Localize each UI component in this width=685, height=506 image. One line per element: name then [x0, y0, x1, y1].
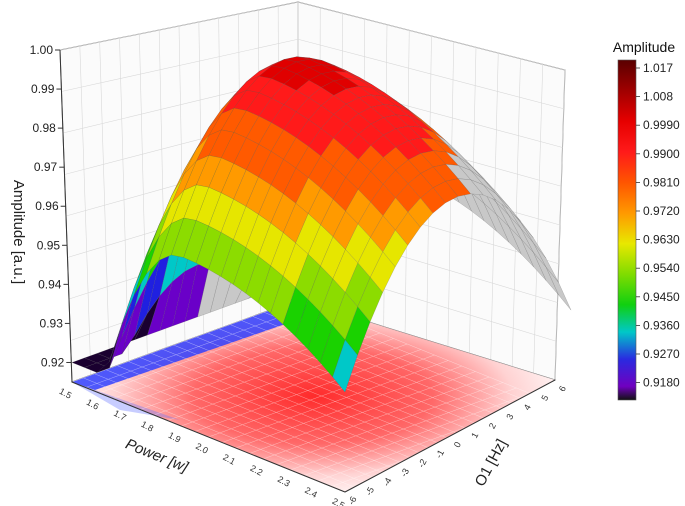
colorbar: Amplitude 1.017 1.008 0.9990 0.9900 0.9810 0.…	[613, 39, 680, 401]
axes	[59, 49, 556, 493]
x-tick-label: 2.2	[249, 463, 265, 478]
colorbar-label: 1.008	[643, 90, 673, 104]
y-tick-label: 1	[469, 431, 480, 440]
z-tick-label: 1.00	[30, 43, 54, 57]
floor-grid	[71, 299, 572, 493]
y-tick-label: -3	[399, 467, 412, 479]
x-tick-label: 1.9	[167, 430, 183, 445]
x-tick-label: 1.8	[139, 419, 155, 434]
x-tick-label: 2.0	[194, 441, 210, 456]
colorbar-label: 0.9810	[643, 175, 680, 189]
z-tick-label: 0.92	[41, 355, 65, 369]
y-tick-label: -2	[416, 457, 429, 469]
x-tick-label: 2.3	[276, 474, 292, 489]
colorbar-label: 0.9990	[643, 118, 680, 132]
y-axis-title: O1 [Hz]	[472, 436, 511, 489]
colorbar-title: Amplitude	[613, 39, 675, 55]
y-tick-label: -1	[434, 448, 447, 460]
colorbar-labels: 1.017 1.008 0.9990 0.9900 0.9810 0.9720 0.9630…	[636, 61, 680, 390]
z-tick-label: 0.97	[34, 160, 58, 174]
colorbar-label: 0.9720	[643, 204, 680, 218]
x-tick-label: 1.6	[85, 397, 101, 412]
z-tick-label: 0.94	[38, 277, 62, 291]
y-tick-label: 4	[522, 403, 533, 412]
y-tick-label: -6	[346, 495, 359, 506]
x-tick-label: 2.5	[331, 496, 347, 506]
colorbar-label: 0.9900	[643, 147, 680, 161]
x-tick-label: 2.4	[303, 485, 319, 500]
x-axis-title: Power [w]	[123, 436, 191, 477]
x-tick-label: 2.1	[221, 452, 237, 467]
surface-patch	[332, 339, 358, 393]
surface-mesh	[71, 56, 572, 393]
colorbar-gradient	[617, 59, 637, 401]
y-tick-label: 3	[504, 412, 515, 421]
colorbar-label: 0.9180	[643, 376, 680, 390]
colorbar-label: 1.017	[643, 61, 673, 75]
colorbar-label: 0.9270	[643, 347, 680, 361]
y-tick-label: 2	[487, 421, 498, 430]
y-tick-label: 5	[539, 393, 550, 402]
y-tick-label: -4	[381, 476, 394, 488]
z-tick-label: 0.93	[40, 316, 64, 330]
y-tick-label: 6	[557, 384, 568, 393]
colorbar-label: 0.9540	[643, 261, 680, 275]
colorbar-label: 0.9360	[643, 318, 680, 332]
z-tick-label: 0.98	[32, 121, 56, 135]
y-tick-label: 0	[452, 440, 463, 449]
x-tick-label: 1.5	[58, 386, 74, 401]
z-tick-label: 0.96	[35, 199, 59, 213]
colorbar-label: 0.9450	[643, 290, 680, 304]
colorbar-label: 0.9630	[643, 233, 680, 247]
z-tick-label: 0.99	[31, 82, 55, 96]
y-tick-label: -5	[364, 485, 377, 497]
z-axis-title: Amplitude [a.u.]	[10, 180, 27, 284]
z-tick-label: 0.95	[37, 238, 61, 252]
z-tick-labels: 0.92 0.93 0.94 0.95 0.96 0.97 0.98 0.99 1.00	[30, 43, 72, 369]
